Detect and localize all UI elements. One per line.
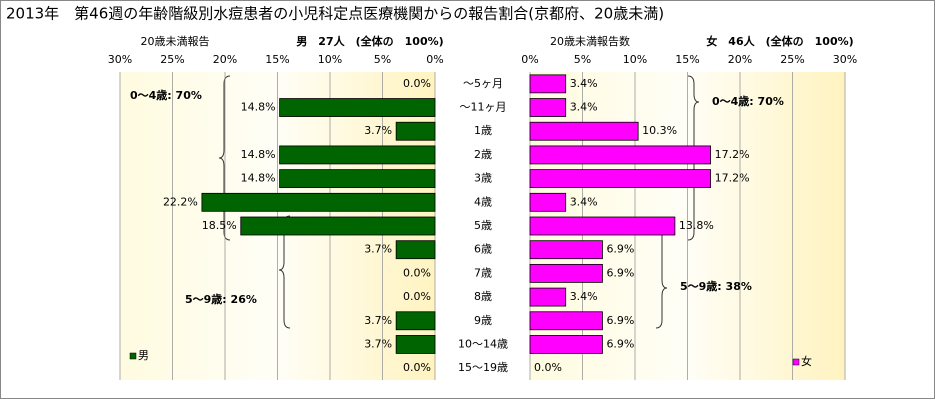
category-label: 9歳 — [474, 314, 492, 327]
bar — [529, 169, 712, 189]
bar — [279, 98, 436, 117]
legend-label: 女 — [801, 354, 812, 368]
annotation: 0～4歳: 70% — [712, 94, 784, 108]
x-tick-label: 5% — [374, 53, 391, 66]
panel-header: 20歳未満報告数 — [550, 35, 630, 48]
value-label: 3.4% — [570, 101, 598, 114]
x-tick-label: 20% — [213, 53, 237, 66]
bar — [529, 240, 603, 260]
annotation: 5～9歳: 26% — [185, 292, 257, 306]
category-label: 5歳 — [474, 219, 492, 232]
x-tick-label: 25% — [780, 53, 804, 66]
legend-label: 男 — [138, 349, 149, 362]
value-label: 3.7% — [364, 243, 392, 256]
value-label: 6.9% — [606, 314, 634, 327]
bar — [529, 216, 676, 236]
x-tick-label: 30% — [108, 53, 132, 66]
bar — [529, 263, 603, 283]
x-tick-label: 30% — [833, 53, 857, 66]
bar — [279, 169, 436, 189]
bar — [529, 335, 603, 354]
x-tick-label: 15% — [265, 53, 289, 66]
category-label: 6歳 — [474, 243, 492, 256]
chart-title: 2013年 第46週の年齢階級別水痘患者の小児科定点医療機関からの報告割合(京都… — [6, 5, 664, 23]
category-label: 4歳 — [474, 195, 492, 208]
value-label: 3.4% — [570, 290, 598, 303]
bar — [395, 240, 436, 260]
x-tick-label: 15% — [675, 53, 699, 66]
value-label: 14.8% — [241, 148, 276, 161]
value-label: 14.8% — [241, 172, 276, 185]
value-label: 17.2% — [715, 172, 750, 185]
bar — [529, 74, 567, 94]
x-tick-label: 5% — [574, 53, 591, 66]
bar — [529, 145, 712, 165]
bar — [529, 192, 567, 212]
value-label: 3.4% — [570, 195, 598, 208]
value-label: 0.0% — [403, 290, 431, 303]
annotation: 5～9歳: 38% — [680, 279, 752, 293]
value-label: 6.9% — [606, 337, 634, 350]
x-tick-label: 10% — [318, 53, 342, 66]
panel-header: 20歳未満報告 — [141, 35, 210, 48]
panel-count: 男 27人 (全体の 100%) — [296, 34, 443, 48]
brace — [687, 75, 700, 241]
value-label: 0.0% — [403, 361, 431, 374]
value-label: 0.0% — [403, 77, 431, 90]
bar — [395, 311, 436, 331]
x-tick-label: 10% — [623, 53, 647, 66]
category-label: 3歳 — [474, 172, 492, 185]
legend-swatch — [792, 358, 800, 366]
value-label: 14.8% — [241, 101, 276, 114]
brace — [218, 75, 231, 241]
category-label: 10～14歳 — [458, 337, 508, 350]
bar — [395, 335, 436, 354]
category-label: 1歳 — [474, 124, 492, 137]
value-label: 17.2% — [715, 148, 750, 161]
x-tick-label: 25% — [160, 53, 184, 66]
panel-count: 女 46人 (全体の 100%) — [706, 34, 853, 48]
chart-border — [0, 0, 935, 399]
value-label: 3.7% — [364, 124, 392, 137]
category-label: 8歳 — [474, 290, 492, 303]
value-label: 18.5% — [202, 219, 237, 232]
category-label: ～5ヶ月 — [463, 77, 503, 90]
category-label: 15～19歳 — [458, 361, 508, 374]
bar — [201, 192, 436, 212]
x-tick-label: 0% — [426, 53, 443, 66]
category-label: 2歳 — [474, 148, 492, 161]
bar — [529, 311, 603, 331]
x-tick-label: 20% — [728, 53, 752, 66]
value-label: 10.3% — [642, 124, 677, 137]
annotation: 0～4歳: 70% — [130, 88, 202, 102]
category-label: 7歳 — [474, 266, 492, 279]
value-label: 13.8% — [679, 219, 714, 232]
value-label: 3.7% — [364, 314, 392, 327]
legend-swatch — [129, 352, 137, 360]
value-label: 6.9% — [606, 243, 634, 256]
value-label: 0.0% — [534, 361, 562, 374]
x-tick-label: 0% — [521, 53, 538, 66]
bar — [395, 121, 436, 141]
bar — [529, 287, 567, 307]
bar — [529, 121, 639, 141]
bar — [240, 216, 436, 236]
bar — [279, 145, 436, 165]
value-label: 6.9% — [606, 266, 634, 279]
bar — [529, 98, 567, 117]
value-label: 3.4% — [570, 77, 598, 90]
value-label: 0.0% — [403, 266, 431, 279]
category-label: ～11ヶ月 — [460, 101, 507, 114]
value-label: 3.7% — [364, 337, 392, 350]
value-label: 22.2% — [163, 195, 198, 208]
